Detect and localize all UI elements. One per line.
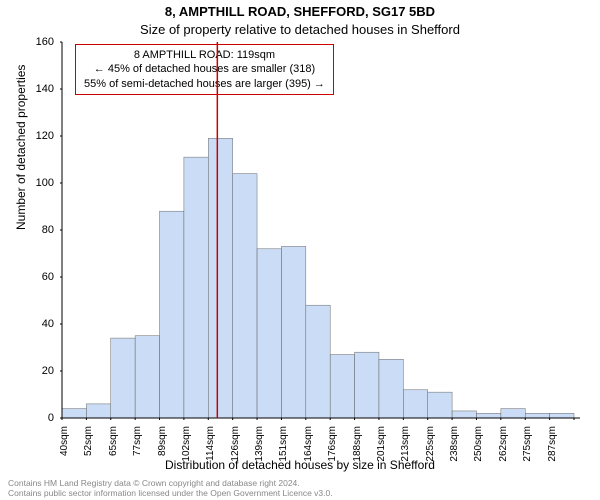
x-tick-label: 40sqm — [59, 426, 70, 456]
x-tick-label: 238sqm — [449, 426, 460, 462]
histogram-bar — [330, 355, 354, 418]
y-tick-label: 20 — [14, 365, 54, 377]
histogram-bar — [452, 411, 476, 418]
x-axis-title: Distribution of detached houses by size … — [0, 458, 600, 472]
x-tick-label: 176sqm — [327, 426, 338, 462]
x-tick-label: 201sqm — [376, 426, 387, 462]
histogram-bar — [379, 359, 403, 418]
x-tick-label: 126sqm — [230, 426, 241, 462]
x-tick-label: 262sqm — [498, 426, 509, 462]
y-tick-label: 0 — [14, 412, 54, 424]
y-tick-label: 60 — [14, 271, 54, 283]
x-tick-label: 65sqm — [108, 426, 119, 456]
chart-title-address: 8, AMPTHILL ROAD, SHEFFORD, SG17 5BD — [0, 4, 600, 19]
x-tick-label: 287sqm — [547, 426, 558, 462]
plot-area — [60, 40, 580, 420]
histogram-bar — [62, 409, 86, 418]
x-tick-label: 164sqm — [303, 426, 314, 462]
x-tick-label: 188sqm — [352, 426, 363, 462]
y-tick-label: 140 — [14, 83, 54, 95]
x-tick-label: 52sqm — [83, 426, 94, 456]
histogram-bar — [86, 404, 110, 418]
x-tick-label: 151sqm — [278, 426, 289, 462]
histogram-bar — [525, 413, 549, 418]
histogram-bar — [306, 305, 330, 418]
x-tick-label: 225sqm — [425, 426, 436, 462]
y-tick-label: 120 — [14, 130, 54, 142]
license-text: Contains HM Land Registry data © Crown c… — [8, 478, 333, 498]
y-tick-label: 40 — [14, 318, 54, 330]
x-tick-label: 114sqm — [205, 426, 216, 461]
chart-title-subtitle: Size of property relative to detached ho… — [0, 22, 600, 37]
y-tick-label: 100 — [14, 177, 54, 189]
x-tick-label: 77sqm — [132, 426, 143, 456]
x-tick-label: 139sqm — [254, 426, 265, 462]
histogram-bar — [160, 211, 184, 418]
histogram-bar — [355, 352, 379, 418]
histogram-bar — [550, 413, 574, 418]
histogram-bar — [476, 413, 500, 418]
x-tick-label: 89sqm — [157, 426, 168, 456]
x-tick-label: 250sqm — [473, 426, 484, 462]
histogram-bar — [233, 174, 257, 418]
y-tick-label: 80 — [14, 224, 54, 236]
histogram-bar — [184, 157, 208, 418]
x-tick-label: 275sqm — [522, 426, 533, 462]
histogram-bar — [111, 338, 135, 418]
x-tick-label: 102sqm — [181, 426, 192, 462]
histogram-bar — [208, 138, 232, 418]
histogram-bar — [135, 336, 159, 418]
chart-container: 8, AMPTHILL ROAD, SHEFFORD, SG17 5BD Siz… — [0, 0, 600, 500]
histogram-bar — [281, 246, 305, 418]
y-tick-label: 160 — [14, 36, 54, 48]
histogram-bar — [428, 392, 452, 418]
histogram-bar — [403, 390, 427, 418]
histogram-bar — [257, 249, 281, 418]
x-tick-label: 213sqm — [400, 426, 411, 462]
histogram-bar — [501, 409, 525, 418]
